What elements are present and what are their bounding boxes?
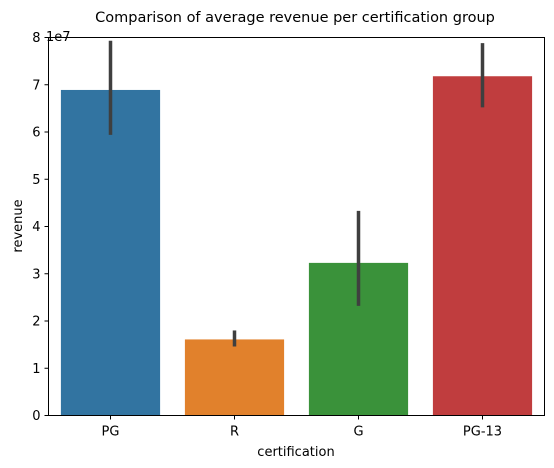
- y-axis-label: revenue: [11, 199, 26, 252]
- bar-r: [184, 339, 285, 416]
- bar-pg: [60, 89, 161, 416]
- y-tick-label: 5: [32, 173, 40, 188]
- y-tick-label: 3: [32, 267, 40, 282]
- y-axis-ticks: 0 1 2 3 4 5 6 7 8: [32, 31, 49, 424]
- plot-frame: [48, 37, 545, 416]
- y-tick-label: 1: [32, 362, 40, 377]
- bars-group: [60, 76, 533, 416]
- error-bars-group: [108, 40, 485, 347]
- chart-title: Comparison of average revenue per certif…: [95, 10, 495, 26]
- x-axis-ticks: PG R G PG-13: [102, 415, 502, 440]
- y-tick-label: 2: [32, 315, 40, 330]
- y-tick-label: 8: [32, 31, 40, 46]
- x-axis-label: certification: [257, 445, 334, 460]
- x-tick-label: PG-13: [463, 425, 502, 440]
- x-tick-label: G: [353, 425, 363, 440]
- bar-pg-13: [432, 76, 533, 416]
- y-tick-label: 4: [32, 220, 40, 235]
- x-tick-label: R: [230, 425, 239, 440]
- y-tick-label: 0: [32, 409, 40, 424]
- y-tick-label: 7: [32, 78, 40, 93]
- x-tick-label: PG: [102, 425, 120, 440]
- y-tick-label: 6: [32, 126, 40, 141]
